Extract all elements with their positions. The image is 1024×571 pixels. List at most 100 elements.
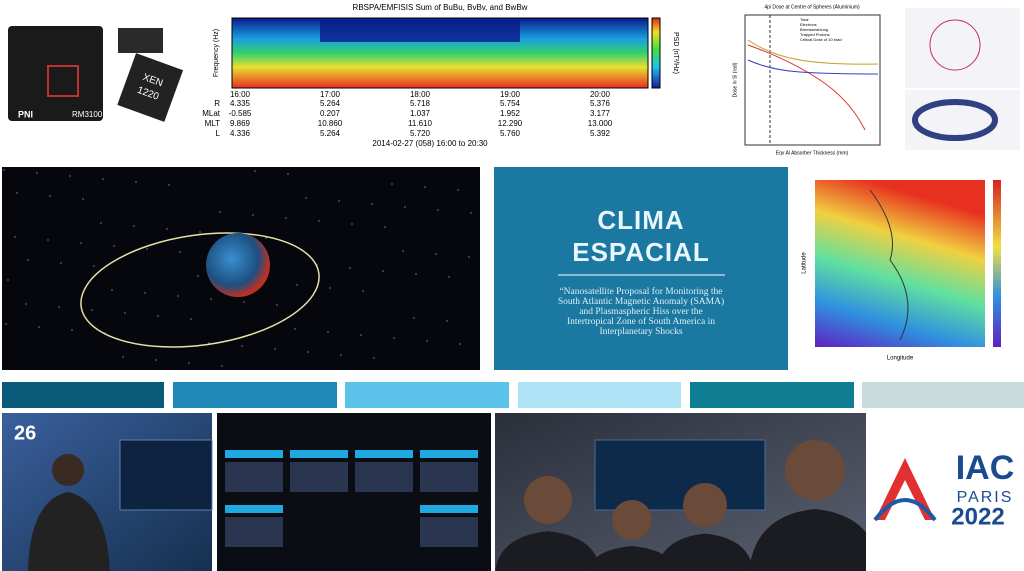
sphere xyxy=(929,19,981,71)
panel-title: ESPACIAL xyxy=(572,237,710,267)
star xyxy=(276,304,278,306)
spectrogram-region xyxy=(320,20,520,42)
star xyxy=(371,203,373,205)
star xyxy=(5,323,7,325)
poster-header xyxy=(420,505,478,513)
row-label: MLat xyxy=(202,109,221,118)
row-label: R xyxy=(214,99,220,108)
star xyxy=(219,211,221,213)
logo-city: PARIS xyxy=(957,489,1014,506)
color-bar xyxy=(518,382,681,408)
poster-header xyxy=(355,450,413,458)
person-head xyxy=(612,500,652,540)
row-value: 5.760 xyxy=(500,129,521,138)
row-value: 5.376 xyxy=(590,99,611,108)
dose-title: 4pi Dose at Centre of Spheres (Aluminium… xyxy=(764,4,860,10)
poster-figure xyxy=(420,462,478,492)
dose-curve xyxy=(747,39,879,65)
chip-model: RM3100 xyxy=(72,110,103,119)
earth xyxy=(206,233,270,297)
star xyxy=(382,270,384,272)
star xyxy=(16,192,18,194)
dose-curve xyxy=(747,44,866,131)
star xyxy=(327,331,329,333)
star xyxy=(351,223,353,225)
time-label: 18:00 xyxy=(410,90,431,99)
star xyxy=(113,245,115,247)
person-head xyxy=(683,483,727,527)
star xyxy=(199,231,201,233)
booth-number: 26 xyxy=(14,422,36,444)
star xyxy=(25,303,27,305)
color-bar xyxy=(862,382,1024,408)
row-value: 5.392 xyxy=(590,129,611,138)
star xyxy=(197,275,199,277)
star xyxy=(210,298,212,300)
chip-package xyxy=(117,53,184,122)
map-x-label: Longitude xyxy=(887,356,914,362)
dose-curve xyxy=(747,59,879,75)
poster-figure xyxy=(290,462,348,492)
time-label: 20:00 xyxy=(590,90,611,99)
star xyxy=(93,265,95,267)
row-value: 5.718 xyxy=(410,99,431,108)
star xyxy=(318,220,320,222)
star xyxy=(305,197,307,199)
row-value: 5.264 xyxy=(320,129,341,138)
panel-subtitle: South Atlantic Magnetic Anomaly (SAMA) xyxy=(558,296,724,307)
orbit-path xyxy=(80,232,320,348)
row-value: 10.860 xyxy=(318,119,343,128)
chip-brand: PNI xyxy=(18,109,33,119)
panel-subtitle: and Plasmaspheric Hiss over the xyxy=(579,307,702,317)
star xyxy=(329,287,331,289)
row-value: 0.207 xyxy=(320,109,341,118)
star xyxy=(404,206,406,208)
dose-legend-entry: Electrons xyxy=(800,22,817,27)
star xyxy=(58,306,60,308)
star xyxy=(426,340,428,342)
map-colorbar xyxy=(993,180,1001,347)
star xyxy=(470,212,472,214)
logo-arc xyxy=(873,498,937,522)
star xyxy=(468,256,470,258)
star xyxy=(221,365,223,367)
star xyxy=(100,222,102,224)
star xyxy=(82,198,84,200)
dose-legend-entry: Trapped Protons xyxy=(800,32,830,37)
star xyxy=(188,362,190,364)
star xyxy=(265,237,267,239)
star xyxy=(133,225,135,227)
row-value: 9.869 xyxy=(230,119,251,128)
row-value: -0.585 xyxy=(229,109,252,118)
star xyxy=(7,279,9,281)
poster-header xyxy=(420,450,478,458)
star xyxy=(135,181,137,183)
poster-figure xyxy=(225,517,283,547)
star xyxy=(69,175,71,177)
star xyxy=(241,345,243,347)
chip-highlight xyxy=(47,65,79,97)
coil xyxy=(912,99,998,141)
star xyxy=(402,250,404,252)
star xyxy=(424,186,426,188)
star xyxy=(3,169,5,171)
star xyxy=(287,173,289,175)
panel-subtitle: Intertropical Zone of South America in xyxy=(567,316,715,327)
star xyxy=(254,170,256,172)
star xyxy=(155,359,157,361)
row-label: L xyxy=(216,129,221,138)
star xyxy=(60,262,62,264)
row-value: 12.290 xyxy=(498,119,523,128)
dose-legend-entry: Critical Dose of 10 krad xyxy=(800,37,842,42)
star xyxy=(146,248,148,250)
spectrogram-colorbar-label: PSD (nT²/Hz) xyxy=(672,32,679,74)
star xyxy=(27,259,29,261)
map-heatmap xyxy=(815,180,985,347)
person-body xyxy=(656,533,754,571)
row-value: 5.720 xyxy=(410,129,431,138)
star xyxy=(71,329,73,331)
star xyxy=(446,320,448,322)
star xyxy=(166,228,168,230)
map-coastline xyxy=(869,189,909,341)
